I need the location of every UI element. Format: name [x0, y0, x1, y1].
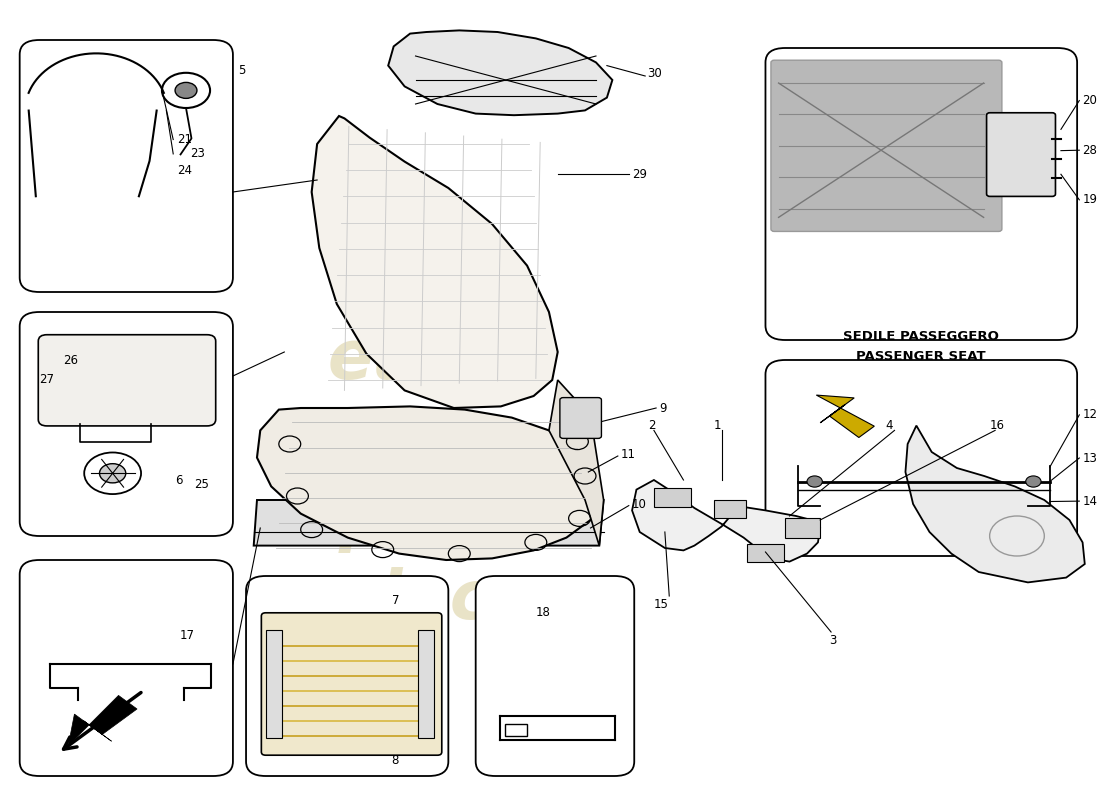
FancyBboxPatch shape [20, 560, 233, 776]
Text: 24: 24 [177, 163, 192, 177]
Text: 13: 13 [1082, 451, 1098, 465]
FancyBboxPatch shape [262, 613, 442, 755]
Text: PASSENGER SEAT: PASSENGER SEAT [857, 350, 986, 362]
Text: 1: 1 [714, 419, 722, 432]
FancyBboxPatch shape [20, 312, 233, 536]
Text: 15: 15 [653, 598, 669, 610]
FancyBboxPatch shape [246, 576, 449, 776]
Polygon shape [905, 426, 1085, 582]
Polygon shape [549, 380, 604, 546]
FancyBboxPatch shape [766, 48, 1077, 340]
Polygon shape [257, 406, 602, 560]
Polygon shape [388, 30, 613, 115]
Circle shape [175, 82, 197, 98]
Polygon shape [68, 695, 138, 746]
Text: 18: 18 [536, 606, 551, 618]
Text: 4: 4 [886, 419, 893, 432]
FancyBboxPatch shape [747, 544, 784, 562]
Text: 27: 27 [40, 373, 54, 386]
Text: ance: ance [349, 407, 526, 473]
Text: 28: 28 [1082, 144, 1098, 157]
Text: 14: 14 [1082, 494, 1098, 508]
Text: 30: 30 [648, 67, 662, 80]
Text: 5: 5 [239, 64, 245, 77]
FancyBboxPatch shape [714, 500, 746, 518]
FancyBboxPatch shape [418, 630, 434, 738]
Text: parts: parts [339, 487, 536, 553]
FancyBboxPatch shape [785, 518, 821, 538]
Text: 21: 21 [177, 133, 192, 146]
Text: 20: 20 [1082, 94, 1098, 107]
Text: 16: 16 [990, 419, 1004, 432]
Text: 12: 12 [1082, 408, 1098, 422]
Circle shape [1025, 476, 1041, 487]
Circle shape [807, 476, 823, 487]
Polygon shape [816, 395, 875, 438]
FancyBboxPatch shape [653, 488, 691, 507]
Text: 23: 23 [190, 147, 205, 161]
Text: 29: 29 [632, 168, 647, 181]
Text: 11: 11 [621, 448, 636, 461]
Text: 17: 17 [179, 629, 195, 642]
FancyBboxPatch shape [766, 360, 1077, 556]
Text: 19: 19 [1082, 194, 1098, 206]
Text: 10: 10 [632, 498, 647, 510]
Text: 2: 2 [649, 419, 656, 432]
FancyBboxPatch shape [560, 398, 602, 438]
FancyBboxPatch shape [39, 334, 216, 426]
Text: since: since [340, 567, 535, 633]
Text: 8: 8 [392, 754, 399, 766]
Polygon shape [254, 500, 604, 546]
Text: 6: 6 [175, 474, 183, 486]
Text: 3: 3 [829, 634, 836, 646]
FancyBboxPatch shape [771, 60, 1002, 231]
FancyBboxPatch shape [987, 113, 1056, 197]
FancyBboxPatch shape [20, 40, 233, 292]
Text: europ: europ [328, 327, 547, 393]
Polygon shape [632, 480, 821, 562]
Circle shape [99, 464, 125, 483]
FancyBboxPatch shape [266, 630, 282, 738]
Text: 9: 9 [659, 402, 667, 414]
Polygon shape [311, 116, 558, 408]
Text: SEDILE PASSEGGERO: SEDILE PASSEGGERO [844, 330, 999, 343]
Text: 26: 26 [64, 354, 78, 366]
FancyBboxPatch shape [475, 576, 635, 776]
Text: 7: 7 [392, 594, 399, 606]
FancyBboxPatch shape [505, 724, 527, 736]
Text: 25: 25 [195, 478, 209, 491]
